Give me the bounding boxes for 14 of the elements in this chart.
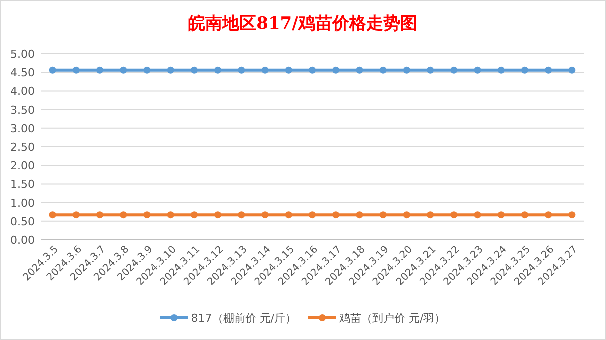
legend-label: 817（棚前价 元/斤） (191, 312, 296, 325)
y-tick-label: 1.50 (10, 178, 35, 192)
y-tick-label: 4.50 (10, 66, 35, 80)
y-tick-label: 2.00 (10, 160, 35, 173)
y-tick-label: 0.00 (10, 234, 35, 247)
y-tick-label: 2.50 (10, 141, 35, 154)
y-tick-label: 0.50 (10, 215, 35, 228)
y-tick-label: 5.00 (10, 48, 35, 61)
legend-label: 鸡苗（到户价 元/羽） (338, 312, 446, 325)
y-tick-label: 3.50 (10, 104, 35, 117)
chart-title: 皖南地区817/鸡苗价格走势图 (188, 14, 418, 34)
y-tick-label: 4.00 (10, 85, 35, 98)
y-tick-label: 3.00 (10, 122, 35, 136)
y-tick-label: 1.00 (10, 196, 35, 210)
